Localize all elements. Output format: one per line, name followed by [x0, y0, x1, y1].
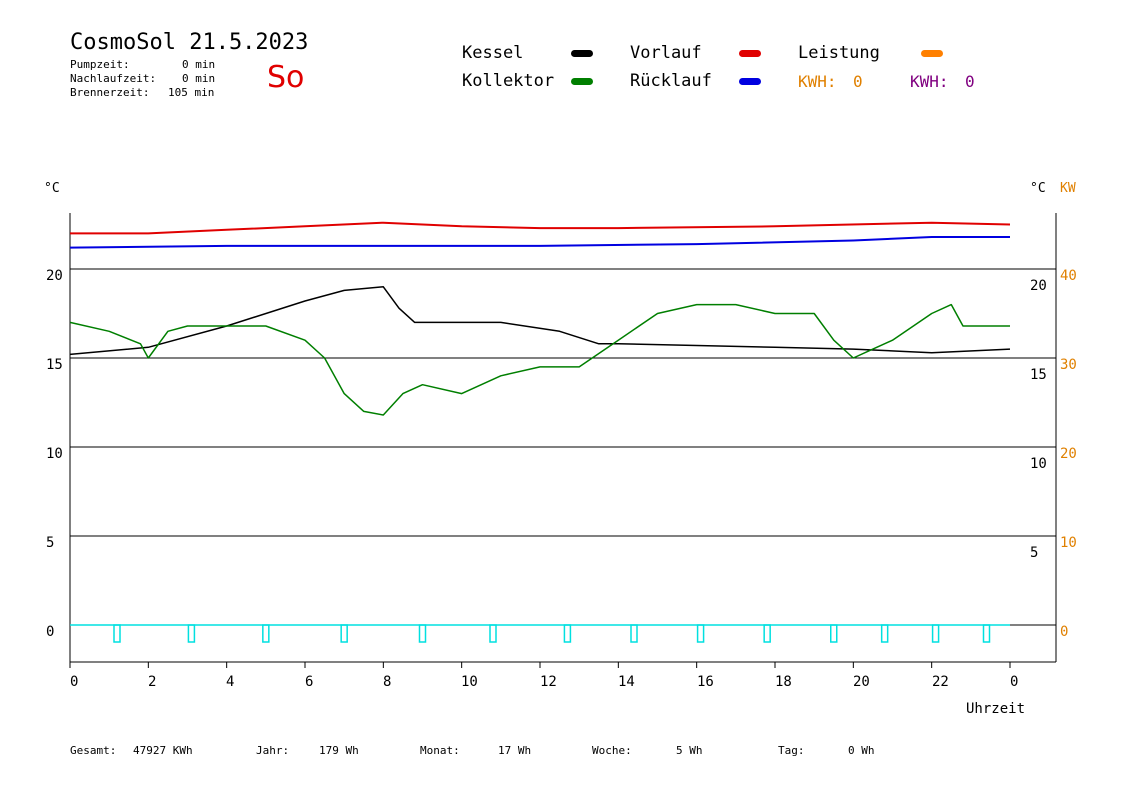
footer-monat-value: 17 Wh: [498, 744, 532, 757]
right-axis-unit: °C: [1030, 181, 1046, 196]
footer-gesamt-value: 47927 KWh: [133, 744, 193, 757]
cyan-pulse-7: [630, 624, 638, 643]
cyan-pulse-10: [830, 624, 838, 643]
y-left-tick-20: 20: [46, 268, 63, 284]
x-axis-label: Uhrzeit: [966, 701, 1026, 717]
footer-tag-value: 0 Wh: [848, 744, 875, 757]
legend-vorlauf-swatch: [739, 50, 761, 57]
x-tick-8: 8: [383, 674, 392, 690]
cyan-pulse-11: [880, 624, 889, 643]
legend-ruecklauf-label: Rücklauf: [630, 71, 712, 91]
left-axis-unit: °C: [44, 181, 60, 196]
x-tick-2: 2: [148, 674, 157, 690]
x-tick-22: 22: [932, 674, 949, 690]
cyan-pulse-5: [489, 624, 497, 643]
footer-monat-label: Monat:: [420, 744, 460, 757]
x-tick-6: 6: [305, 674, 314, 690]
cyan-pulse-2: [262, 624, 270, 643]
x-tick-12: 12: [540, 674, 557, 690]
x-tick-4: 4: [226, 674, 235, 690]
cyan-pulse-13: [982, 624, 991, 643]
right-axis-unit-kw: KW: [1060, 181, 1076, 196]
stat-pumpzeit-label: Pumpzeit:: [70, 58, 130, 71]
stat-brennerzeit-label: Brennerzeit:: [70, 86, 150, 99]
footer-jahr-label: Jahr:: [256, 744, 290, 757]
stat-pumpzeit-value: 0 min: [182, 58, 216, 71]
cyan-pulse-3: [340, 624, 348, 643]
stat-nachlaufzeit-value: 0 min: [182, 72, 216, 85]
stat-brennerzeit-value: 105 min: [168, 86, 215, 99]
x-tick-24: 0: [1010, 674, 1019, 690]
legend-kessel-label: Kessel: [462, 43, 524, 63]
y-kw-tick-40: 40: [1060, 268, 1077, 284]
series-line-ruecklauf: [69, 236, 1010, 249]
x-tick-18: 18: [775, 674, 792, 690]
y-right-tick-15: 15: [1030, 367, 1047, 383]
y-kw-tick-30: 30: [1060, 357, 1077, 373]
y-kw-tick-0: 0: [1060, 624, 1069, 640]
x-tick-14: 14: [618, 674, 635, 690]
y-left-tick-15: 15: [46, 357, 63, 373]
y-left-tick-5: 5: [46, 535, 55, 551]
footer-gesamt-label: Gesamt:: [70, 744, 117, 757]
legend-ruecklauf-swatch: [739, 78, 761, 85]
series-line-kessel: [69, 286, 1011, 356]
page-title: CosmoSol 21.5.2023: [70, 30, 309, 55]
footer-tag-label: Tag:: [778, 744, 805, 757]
series-line-vorlauf: [70, 221, 1011, 235]
kwh-label-purple: KWH:: [910, 72, 949, 91]
y-right-tick-5: 5: [1030, 545, 1039, 561]
cyan-pulse-4: [418, 624, 427, 643]
x-tick-10: 10: [461, 674, 478, 690]
legend-vorlauf-label: Vorlauf: [630, 43, 702, 63]
stat-nachlaufzeit-label: Nachlaufzeit:: [70, 72, 157, 85]
y-kw-tick-10: 10: [1060, 535, 1077, 551]
cyan-pulse-8: [696, 624, 705, 643]
y-right-tick-20: 20: [1030, 278, 1047, 294]
legend-kessel-swatch: [571, 50, 593, 57]
kwh-label-orange: KWH:: [798, 72, 837, 91]
cyan-pulse-0: [113, 624, 121, 643]
x-tick-16: 16: [697, 674, 714, 690]
cyan-pulse-12: [931, 624, 940, 643]
kwh-value-purple: 0: [965, 72, 975, 91]
legend-leistung-label: Leistung: [798, 43, 880, 63]
y-left-tick-10: 10: [46, 446, 63, 462]
weekday-label: So: [267, 60, 305, 95]
legend-leistung-swatch: [921, 50, 943, 57]
x-tick-0: 0: [70, 674, 79, 690]
kwh-value-orange: 0: [853, 72, 863, 91]
cyan-pulse-9: [763, 624, 771, 643]
footer-woche-label: Woche:: [592, 744, 632, 757]
legend-kollektor-label: Kollektor: [462, 71, 555, 91]
footer-woche-value: 5 Wh: [676, 744, 703, 757]
x-tick-20: 20: [853, 674, 870, 690]
y-right-tick-10: 10: [1030, 456, 1047, 472]
cyan-pulse-6: [563, 624, 572, 643]
y-kw-tick-20: 20: [1060, 446, 1077, 462]
legend-kollektor-swatch: [571, 78, 593, 85]
footer-jahr-value: 179 Wh: [319, 744, 359, 757]
cyan-pulse-1: [187, 624, 196, 643]
series-line-kollektor: [69, 303, 1010, 416]
y-left-tick-0: 0: [46, 624, 55, 640]
